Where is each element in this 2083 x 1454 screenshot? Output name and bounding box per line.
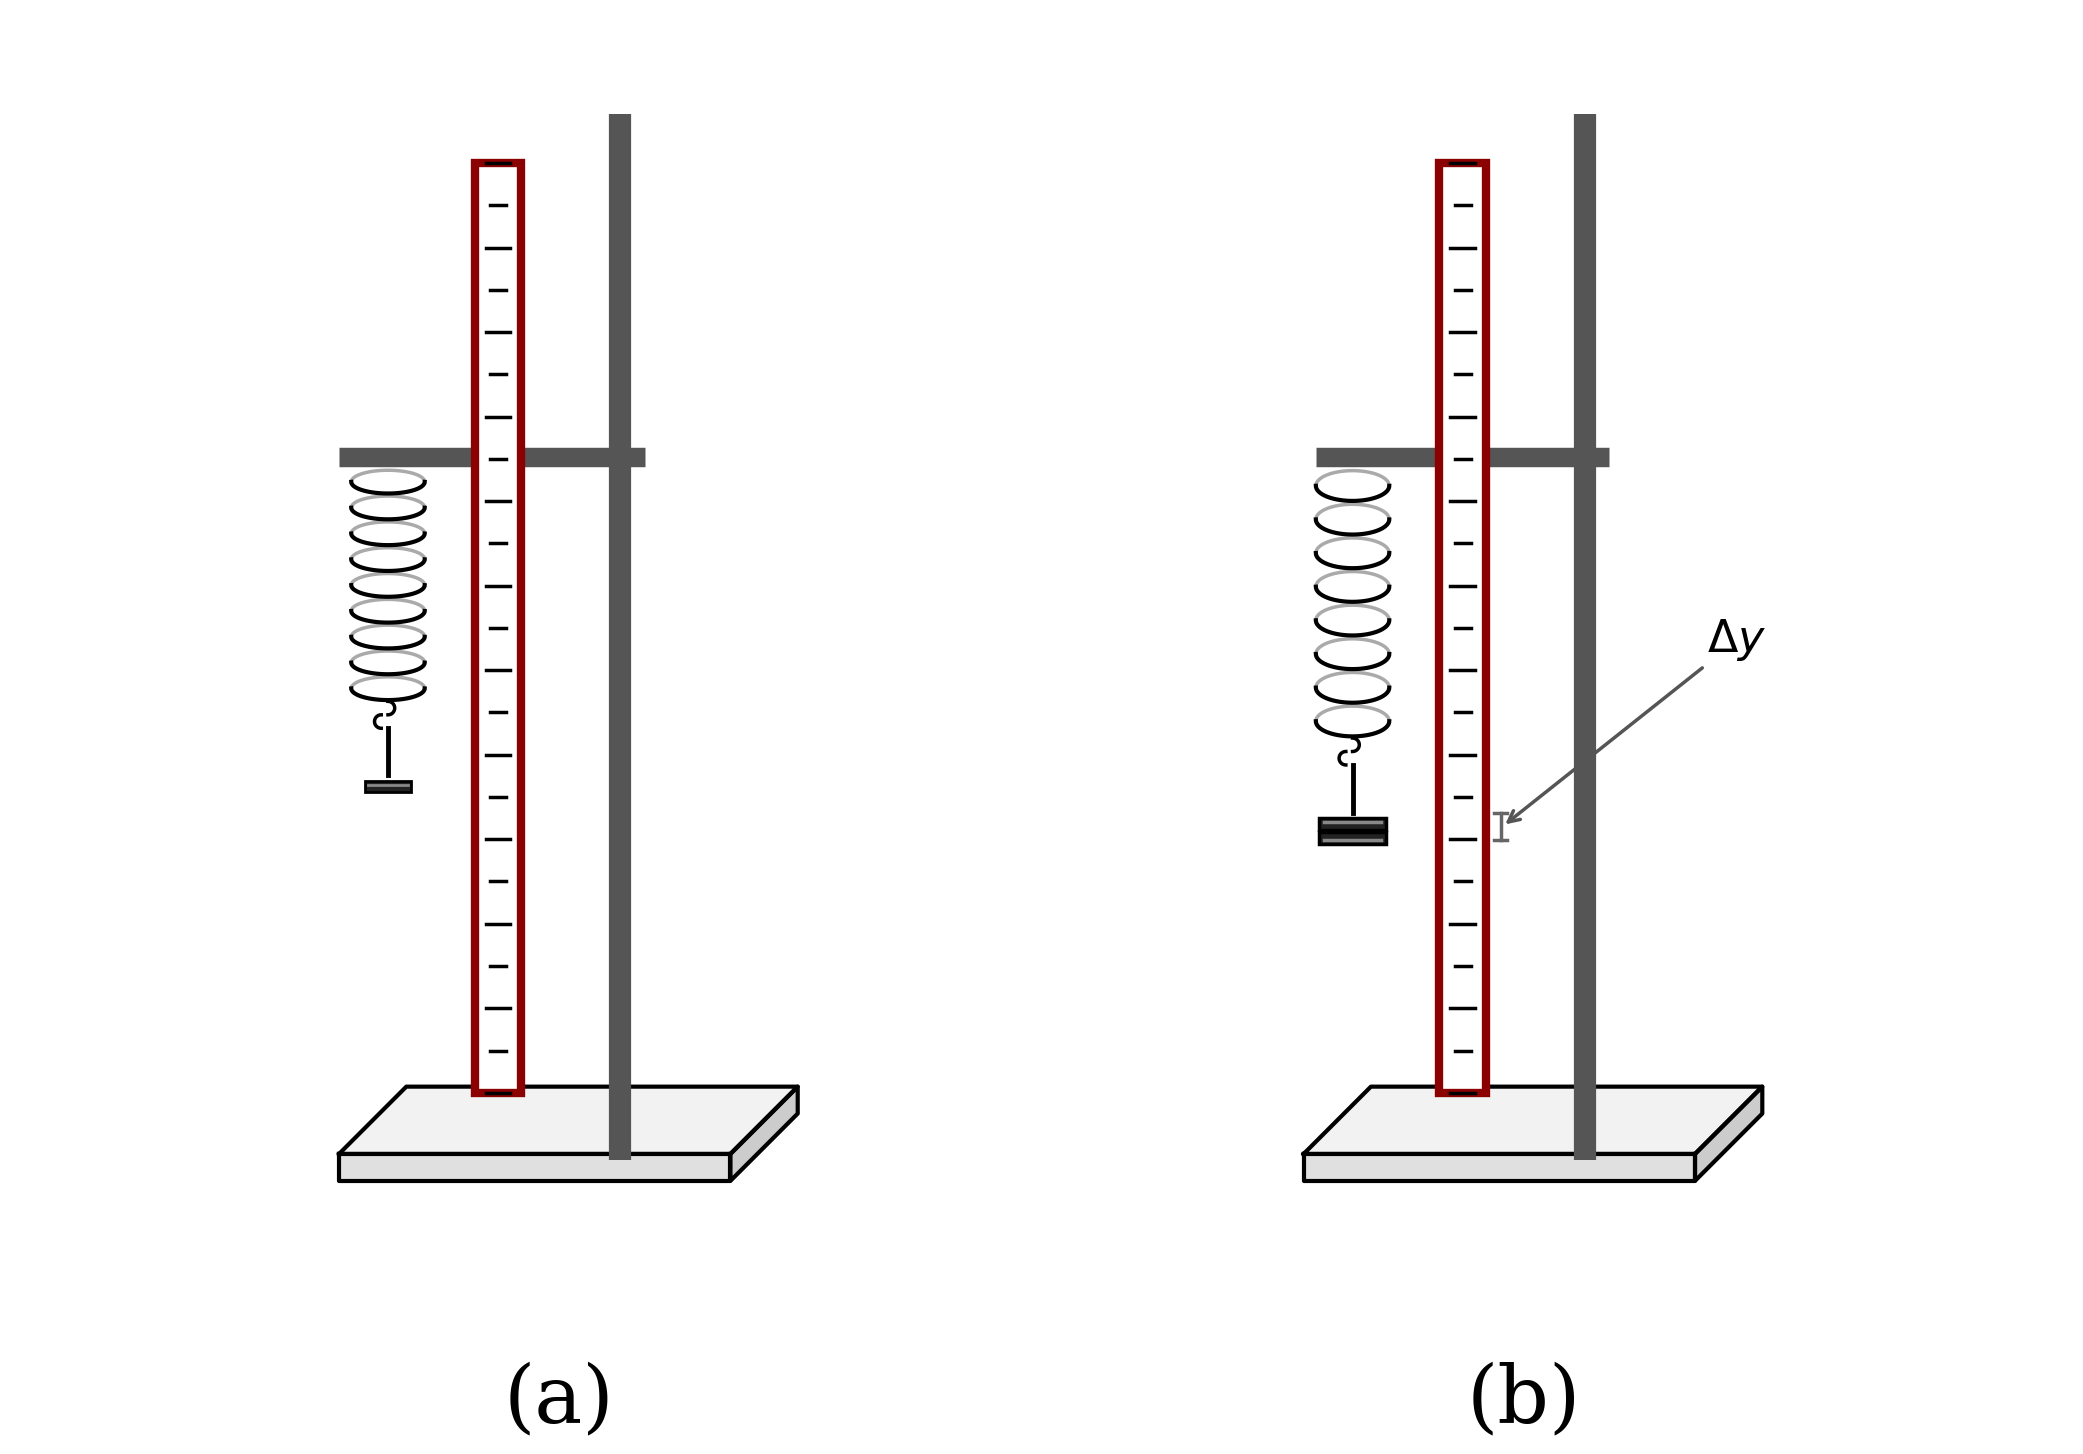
Text: (a): (a) (504, 1362, 614, 1439)
Bar (1439, 163, 1485, 1093)
Bar (365, 781, 410, 792)
Polygon shape (731, 1086, 798, 1181)
Polygon shape (340, 1154, 731, 1181)
Polygon shape (340, 1086, 798, 1154)
Text: $\Delta y$: $\Delta y$ (1508, 618, 1766, 822)
Bar (475, 163, 521, 1093)
Text: (b): (b) (1466, 1362, 1581, 1439)
Polygon shape (1696, 1086, 1762, 1181)
Polygon shape (1304, 1154, 1696, 1181)
Bar (1319, 817, 1385, 830)
Polygon shape (1304, 1086, 1762, 1154)
Bar (1319, 832, 1385, 845)
